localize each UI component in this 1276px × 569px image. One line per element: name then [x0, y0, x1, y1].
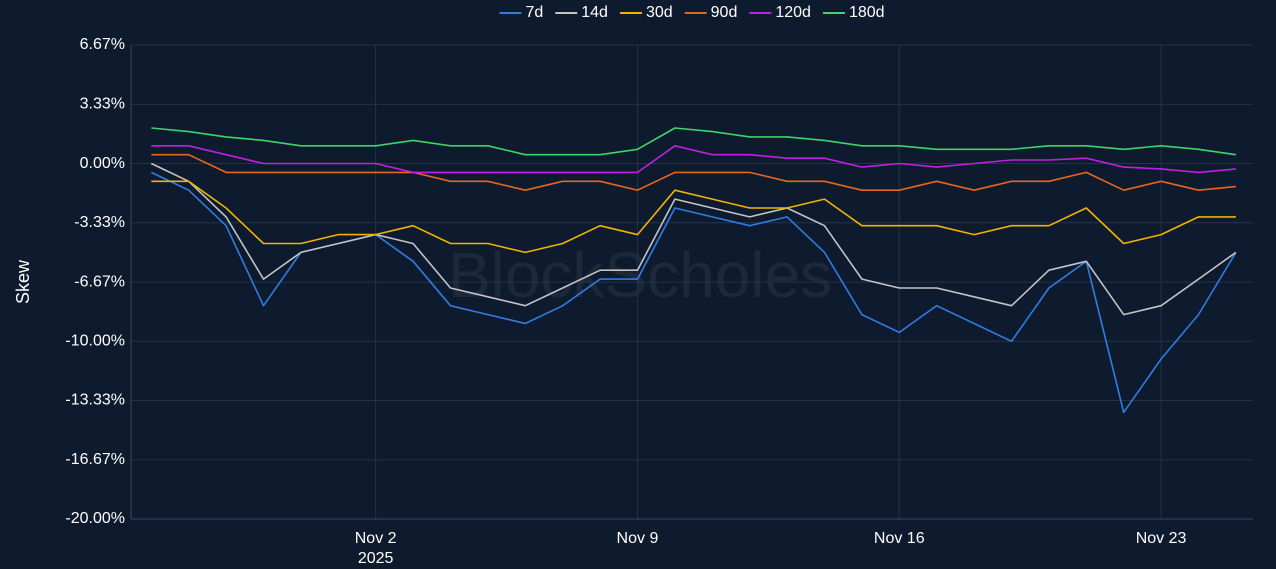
y-tick-label: -20.00% — [65, 510, 125, 527]
legend-label: 30d — [646, 4, 673, 21]
y-tick-label: -3.33% — [74, 214, 125, 231]
series-line — [151, 127, 1237, 156]
x-tick-label: Nov 2 2025 — [354, 530, 397, 567]
y-axis-label: Skew — [13, 259, 33, 304]
y-tick-label: -6.67% — [74, 273, 125, 290]
series-line — [151, 153, 1236, 191]
x-tick-label: Nov 9 — [616, 530, 659, 547]
y-tick-label: -13.33% — [65, 392, 125, 409]
y-tick-label: -16.67% — [65, 451, 125, 468]
x-tick-label: Nov 16 — [873, 530, 925, 547]
y-tick-label: 6.67% — [80, 36, 125, 53]
y-tick-label: 3.33% — [80, 96, 125, 113]
legend: 7d 14d 30d 90d 120d 180d — [499, 4, 885, 21]
series-line — [151, 180, 1236, 254]
legend-label: 120d — [775, 4, 811, 21]
legend-label: 90d — [711, 4, 738, 21]
series-line — [151, 145, 1236, 174]
y-tick-label: -10.00% — [65, 332, 125, 349]
legend-label: 180d — [849, 4, 885, 21]
legend-label: 7d — [525, 4, 543, 21]
legend-label: 14d — [581, 4, 608, 21]
y-tick-label: 0.00% — [80, 155, 125, 172]
series-line — [150, 162, 1237, 316]
x-tick-label: Nov 23 — [1135, 530, 1187, 547]
